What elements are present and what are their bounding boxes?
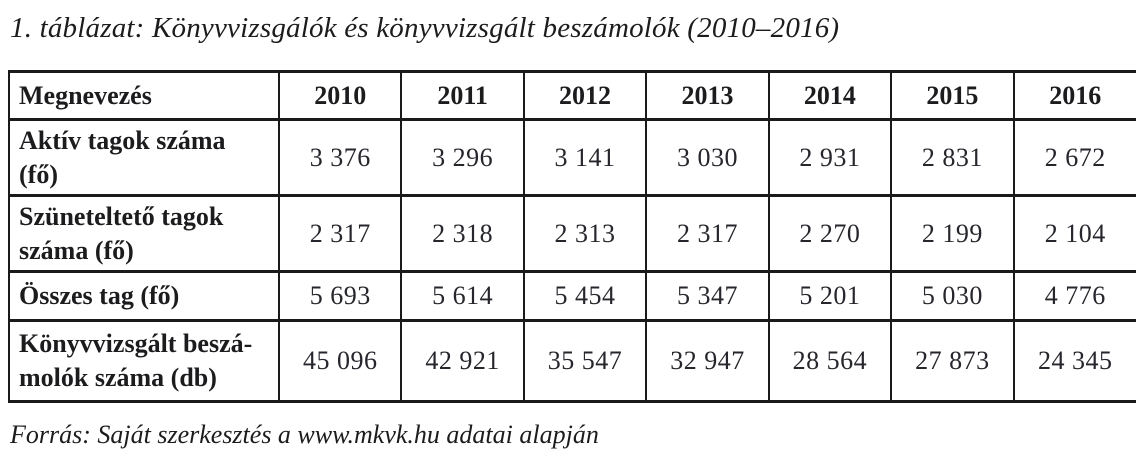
cell-value: 2 199 bbox=[890, 194, 1015, 273]
table-header-row: Megnevezés 2010 2011 2012 2013 2014 2015… bbox=[8, 70, 1136, 121]
table-row-szuneteltet-tagok: Szüneteltető tagok száma (fő) 2 317 2 31… bbox=[8, 194, 1136, 273]
row-label: Aktív tagok száma (fő) bbox=[8, 118, 280, 197]
cell-value: 2 318 bbox=[400, 194, 525, 273]
row-label: Könyvvizsgált beszá- molók száma (db) bbox=[8, 319, 280, 403]
column-header-2014: 2014 bbox=[767, 70, 893, 121]
cell-value: 2 104 bbox=[1012, 194, 1136, 273]
column-header-2016: 2016 bbox=[1012, 70, 1136, 121]
cell-value: 4 776 bbox=[1012, 270, 1136, 322]
cell-value: 2 672 bbox=[1012, 118, 1136, 197]
row-label: Szüneteltető tagok száma (fő) bbox=[8, 194, 280, 273]
table-row-konyvvizsgalt-beszamolok: Könyvvizsgált beszá- molók száma (db) 45… bbox=[8, 319, 1136, 403]
cell-value: 28 564 bbox=[767, 319, 893, 403]
cell-value: 5 201 bbox=[767, 270, 893, 322]
column-header-2011: 2011 bbox=[400, 70, 525, 121]
cell-value: 3 376 bbox=[277, 118, 403, 197]
cell-value: 42 921 bbox=[400, 319, 525, 403]
data-table: Megnevezés 2010 2011 2012 2013 2014 2015… bbox=[8, 70, 1136, 403]
table-row-aktiv-tagok: Aktív tagok száma (fő) 3 376 3 296 3 141… bbox=[8, 118, 1136, 197]
cell-value: 24 345 bbox=[1012, 319, 1136, 403]
column-header-2012: 2012 bbox=[522, 70, 648, 121]
row-label: Összes tag (fő) bbox=[8, 270, 280, 322]
cell-value: 35 547 bbox=[522, 319, 648, 403]
cell-value: 2 313 bbox=[522, 194, 648, 273]
cell-value: 5 614 bbox=[400, 270, 525, 322]
source-note: Forrás: Saját szerkesztés a www.mkvk.hu … bbox=[10, 420, 599, 449]
cell-value: 2 831 bbox=[890, 118, 1015, 197]
cell-value: 32 947 bbox=[645, 319, 770, 403]
cell-value: 2 317 bbox=[277, 194, 403, 273]
cell-value: 45 096 bbox=[277, 319, 403, 403]
cell-value: 2 270 bbox=[767, 194, 893, 273]
cell-value: 27 873 bbox=[890, 319, 1015, 403]
cell-value: 5 693 bbox=[277, 270, 403, 322]
cell-value: 3 296 bbox=[400, 118, 525, 197]
cell-value: 5 454 bbox=[522, 270, 648, 322]
column-header-megnevezes: Megnevezés bbox=[8, 70, 280, 121]
cell-value: 3 141 bbox=[522, 118, 648, 197]
column-header-2013: 2013 bbox=[645, 70, 770, 121]
cell-value: 5 030 bbox=[890, 270, 1015, 322]
cell-value: 2 317 bbox=[645, 194, 770, 273]
cell-value: 5 347 bbox=[645, 270, 770, 322]
cell-value: 3 030 bbox=[645, 118, 770, 197]
column-header-2015: 2015 bbox=[890, 70, 1015, 121]
table-caption: 1. táblázat: Könyvvizsgálók és könyvvizs… bbox=[10, 12, 840, 44]
cell-value: 2 931 bbox=[767, 118, 893, 197]
table-row-osszes-tag: Összes tag (fő) 5 693 5 614 5 454 5 347 … bbox=[8, 270, 1136, 322]
column-header-2010: 2010 bbox=[277, 70, 403, 121]
